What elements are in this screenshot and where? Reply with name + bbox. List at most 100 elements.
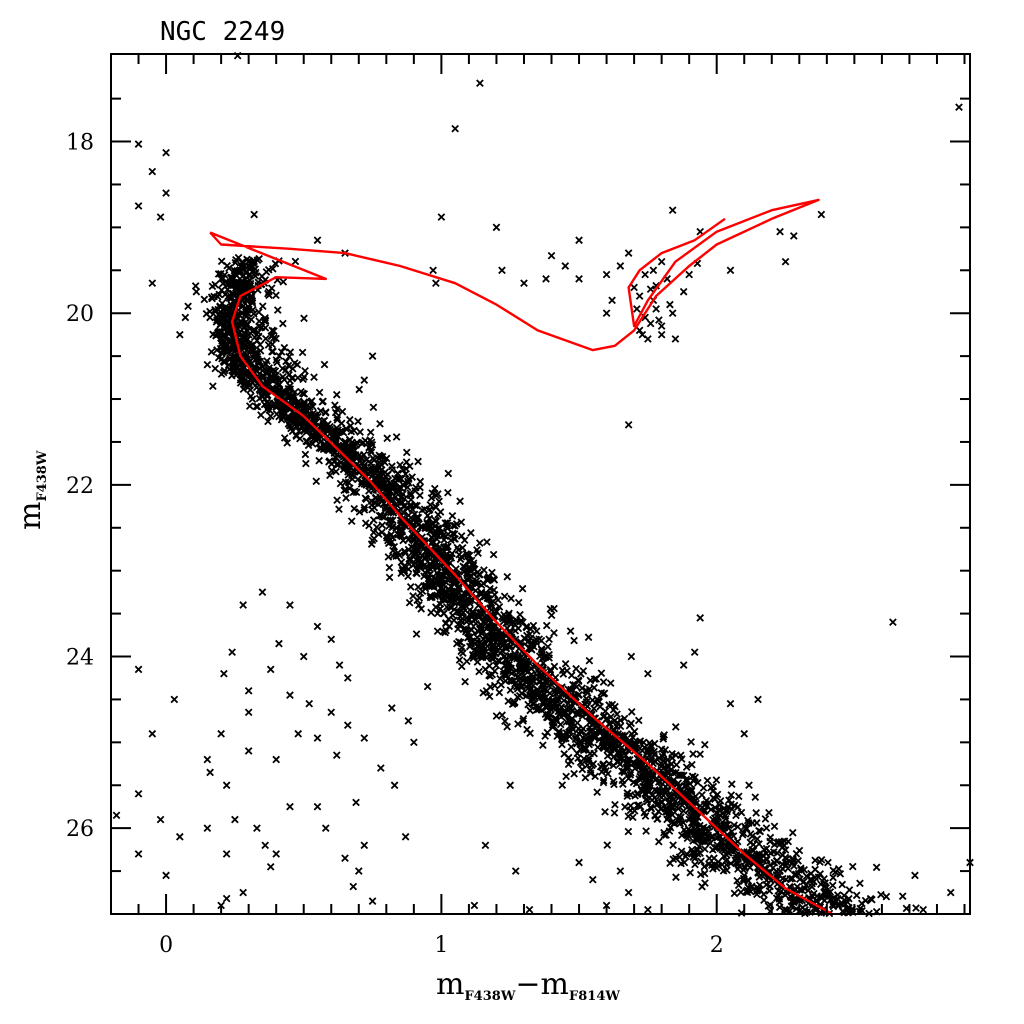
star-point bbox=[209, 382, 217, 390]
star-point bbox=[211, 306, 219, 314]
star-point bbox=[573, 707, 582, 716]
star-point bbox=[467, 637, 476, 646]
star-point bbox=[679, 287, 688, 296]
star-point bbox=[286, 601, 294, 609]
star-point bbox=[388, 516, 397, 525]
star-point bbox=[219, 279, 227, 288]
star-point bbox=[581, 773, 590, 782]
star-point bbox=[599, 776, 608, 785]
star-point bbox=[424, 524, 433, 533]
star-point bbox=[302, 459, 310, 468]
star-point bbox=[485, 671, 493, 680]
star-point bbox=[693, 778, 702, 787]
star-point bbox=[756, 827, 765, 836]
star-point bbox=[755, 855, 764, 864]
star-point bbox=[341, 854, 349, 863]
star-point bbox=[635, 292, 644, 300]
star-point bbox=[502, 644, 511, 653]
star-point bbox=[621, 803, 629, 811]
star-point bbox=[213, 316, 221, 324]
star-point bbox=[299, 652, 308, 661]
star-point bbox=[261, 317, 270, 325]
x-tick-label: 2 bbox=[710, 933, 724, 958]
star-point bbox=[444, 488, 452, 497]
star-point bbox=[332, 460, 341, 469]
star-point bbox=[567, 705, 575, 713]
star-point bbox=[212, 331, 221, 340]
star-point bbox=[239, 385, 248, 394]
star-point bbox=[475, 667, 483, 676]
star-point bbox=[700, 740, 709, 749]
star-point bbox=[393, 485, 401, 494]
star-point bbox=[286, 691, 294, 699]
star-point bbox=[808, 879, 816, 888]
star-point bbox=[414, 457, 422, 466]
star-point bbox=[792, 849, 801, 858]
star-point bbox=[241, 308, 250, 317]
star-point bbox=[550, 604, 558, 613]
star-point bbox=[462, 625, 470, 634]
star-point bbox=[551, 685, 560, 693]
star-point bbox=[668, 780, 677, 788]
star-point bbox=[272, 291, 280, 300]
star-point bbox=[689, 750, 697, 758]
star-point bbox=[645, 739, 654, 747]
star-point bbox=[641, 812, 650, 820]
star-point bbox=[560, 696, 568, 705]
star-point bbox=[221, 290, 230, 299]
star-point bbox=[218, 339, 227, 348]
star-point bbox=[350, 504, 359, 513]
x-axis-label-main: m bbox=[436, 967, 464, 1002]
star-point bbox=[360, 376, 369, 384]
star-point bbox=[345, 415, 354, 424]
star-point bbox=[354, 417, 362, 426]
star-point bbox=[442, 619, 450, 627]
star-point bbox=[696, 750, 704, 759]
star-point bbox=[239, 601, 247, 609]
star-point bbox=[561, 262, 570, 270]
star-point bbox=[655, 316, 663, 324]
star-point bbox=[241, 318, 250, 326]
star-point bbox=[248, 297, 257, 306]
star-point bbox=[661, 783, 670, 791]
star-point bbox=[646, 803, 655, 812]
y-tick-label: 26 bbox=[66, 817, 94, 842]
star-point bbox=[238, 264, 247, 272]
star-point bbox=[272, 401, 280, 409]
star-point bbox=[776, 840, 784, 848]
star-point bbox=[526, 706, 534, 715]
star-point bbox=[626, 806, 635, 815]
star-point bbox=[211, 364, 220, 373]
star-point bbox=[459, 593, 468, 601]
star-point bbox=[689, 794, 698, 803]
star-point bbox=[672, 873, 680, 882]
star-point bbox=[224, 361, 233, 369]
star-point bbox=[396, 461, 404, 469]
star-point bbox=[759, 890, 768, 899]
star-point bbox=[312, 477, 321, 486]
star-point bbox=[382, 454, 391, 463]
star-point bbox=[532, 627, 541, 635]
star-point bbox=[134, 202, 143, 210]
star-point bbox=[628, 813, 637, 822]
star-point bbox=[392, 433, 401, 441]
star-point bbox=[368, 897, 377, 905]
star-point bbox=[360, 506, 369, 514]
star-point bbox=[374, 530, 383, 539]
star-point bbox=[244, 687, 253, 695]
star-point bbox=[333, 405, 341, 414]
star-point bbox=[727, 827, 736, 836]
star-point bbox=[428, 593, 436, 602]
star-point bbox=[732, 858, 741, 867]
star-point bbox=[309, 402, 317, 411]
star-point bbox=[492, 607, 501, 616]
star-point bbox=[782, 906, 791, 915]
star-point bbox=[470, 646, 479, 654]
star-point bbox=[266, 412, 275, 420]
star-point bbox=[889, 618, 897, 627]
star-point bbox=[175, 330, 184, 339]
star-point bbox=[162, 148, 170, 157]
star-point bbox=[259, 371, 267, 380]
star-point bbox=[228, 358, 237, 367]
star-point bbox=[409, 592, 417, 600]
